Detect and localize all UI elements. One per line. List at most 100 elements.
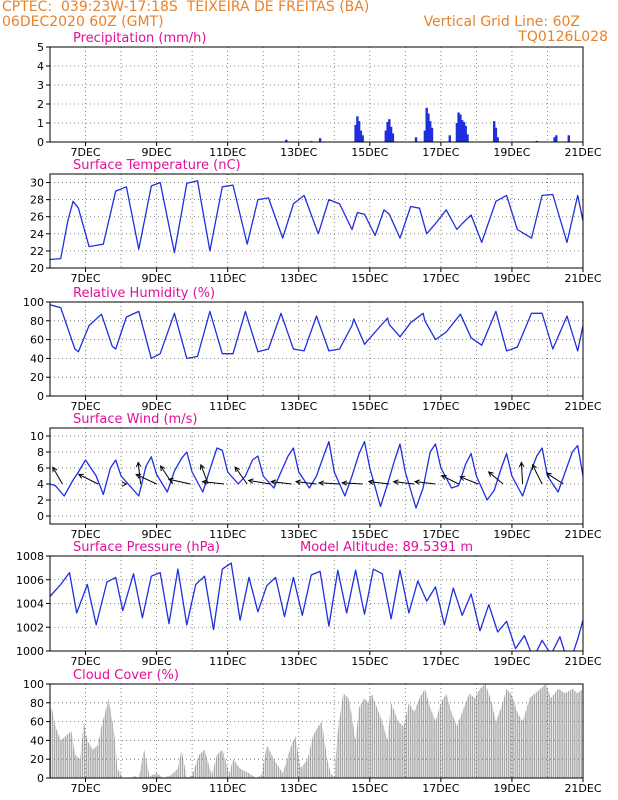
precip-bar	[354, 124, 357, 142]
x-tick-label: 17DEC	[422, 655, 459, 668]
panel-title: Surface Temperature (nC)	[73, 158, 241, 173]
wind-vector	[341, 480, 363, 486]
y-tick-label: 4	[37, 60, 44, 73]
precip-bar	[414, 137, 418, 143]
wind-vector-shaft	[415, 481, 436, 485]
wind-vector-shaft	[200, 464, 209, 485]
series-line	[50, 562, 583, 651]
x-tick-label: 7DEC	[70, 782, 100, 795]
precip-bar	[464, 125, 467, 142]
wind-vector-head	[413, 479, 420, 485]
wind-vector-head	[341, 480, 348, 486]
wind-vector-shaft	[488, 471, 504, 485]
y-tick-label: 26	[30, 211, 44, 224]
x-tick-label: 17DEC	[422, 400, 459, 413]
wind-vector	[270, 479, 292, 485]
panel-frame	[49, 427, 584, 525]
panel-annotation: Model Altitude: 89.5391 m	[300, 540, 473, 555]
wind-vector-head	[167, 477, 174, 483]
wind-vector-shaft	[460, 476, 479, 485]
precip-bar	[462, 122, 466, 142]
panel-frame	[49, 46, 584, 143]
wind-vector	[487, 471, 504, 485]
y-tick-label: 22	[30, 245, 44, 258]
wind-vector-shaft	[319, 482, 340, 485]
x-tick-label: 15DEC	[351, 528, 388, 541]
wind-vector-head	[199, 463, 205, 470]
wind-vector-shaft	[168, 478, 191, 485]
wind-vector-shaft	[546, 472, 564, 485]
y-tick-label: 0	[37, 772, 44, 785]
wind-vector-shaft	[441, 475, 459, 485]
x-tick-label: 15DEC	[351, 400, 388, 413]
wind-vector-shaft	[271, 481, 292, 485]
panel-frame	[49, 555, 584, 652]
wind-vector-shaft	[520, 462, 524, 485]
wind-vector-head	[392, 479, 399, 485]
wind-vector-head	[459, 475, 466, 481]
x-tick-label: 11DEC	[209, 655, 246, 668]
x-tick-label: 13DEC	[280, 655, 317, 668]
panel-6: 0 20 40 60 80 100 7DEC 9DEC 11DEC 13DEC 15DEC 17DEC…	[23, 668, 602, 795]
station-info: CPTEC: 039:23W-17:18S TEIXEIRA DE FREITA…	[2, 0, 370, 15]
y-tick-label: 28	[30, 194, 44, 207]
header: CPTEC: 039:23W-17:18S TEIXEIRA DE FREITA…	[0, 0, 618, 46]
precip-bar	[388, 119, 391, 142]
y-tick-label: 60	[30, 334, 44, 347]
wind-vector	[199, 463, 209, 485]
x-tick-label: 15DEC	[351, 655, 388, 668]
wind-vector	[167, 477, 191, 485]
wind-vector	[294, 479, 317, 485]
x-tick-label: 13DEC	[280, 528, 317, 541]
x-tick-label: 9DEC	[142, 528, 172, 541]
panel-5: 1000 1002 1004 1006 1008 7DEC 9DEC 11DEC 13DEC 15…	[16, 540, 602, 668]
wind-vector	[135, 473, 157, 485]
wind-vector	[135, 461, 142, 485]
x-tick-label: 21DEC	[564, 400, 601, 413]
y-tick-label: 1000	[16, 645, 44, 658]
precip-bar	[448, 135, 451, 142]
x-tick-label: 11DEC	[209, 146, 246, 159]
wind-vector-shaft	[137, 462, 142, 485]
y-tick-label: 20	[30, 753, 44, 766]
y-tick-label: 5	[37, 41, 44, 54]
x-tick-label: 21DEC	[564, 146, 601, 159]
panel-1: 0 1 2 3 4 5 7DEC 9DEC 11DEC 13DEC 15DEC 17DEC 19DEC 2…	[37, 31, 602, 159]
y-tick-label: 8	[37, 446, 44, 459]
precip-bar	[553, 137, 556, 143]
y-tick-label: 4	[37, 478, 44, 491]
x-tick-label: 13DEC	[280, 146, 317, 159]
x-tick-label: 11DEC	[209, 782, 246, 795]
wind-vector	[77, 473, 99, 485]
y-tick-label: 100	[23, 678, 44, 691]
wind-vector-head	[270, 479, 277, 485]
precip-bar	[494, 127, 498, 143]
x-tick-label: 11DEC	[209, 528, 246, 541]
wind-vector	[247, 478, 271, 485]
y-tick-label: 1004	[16, 598, 44, 611]
y-tick-label: 20	[30, 371, 44, 384]
x-tick-label: 21DEC	[564, 655, 601, 668]
wind-vector-head	[318, 480, 324, 486]
precip-bar	[425, 107, 428, 142]
precip-bar	[535, 140, 538, 142]
wind-vector-shaft	[393, 481, 415, 485]
precip-bar	[357, 121, 361, 142]
y-tick-label: 20	[30, 262, 44, 275]
precip-bar	[555, 135, 558, 142]
wind-vector-head	[77, 473, 84, 479]
precip-bar	[459, 114, 462, 142]
run-date: 06DEC2020 60Z (GMT)	[2, 14, 164, 30]
precip-bar	[423, 130, 427, 142]
wind-vector-head	[201, 479, 208, 485]
x-tick-label: 21DEC	[564, 528, 601, 541]
wind-vector-head	[135, 473, 142, 479]
wind-vector	[367, 479, 390, 485]
x-tick-label: 7DEC	[70, 272, 100, 285]
y-tick-label: 100	[23, 296, 44, 309]
precip-bar	[391, 133, 395, 142]
x-tick-label: 17DEC	[422, 528, 459, 541]
x-tick-label: 19DEC	[493, 782, 530, 795]
x-tick-label: 21DEC	[564, 782, 601, 795]
wind-vector-shaft	[368, 481, 390, 485]
